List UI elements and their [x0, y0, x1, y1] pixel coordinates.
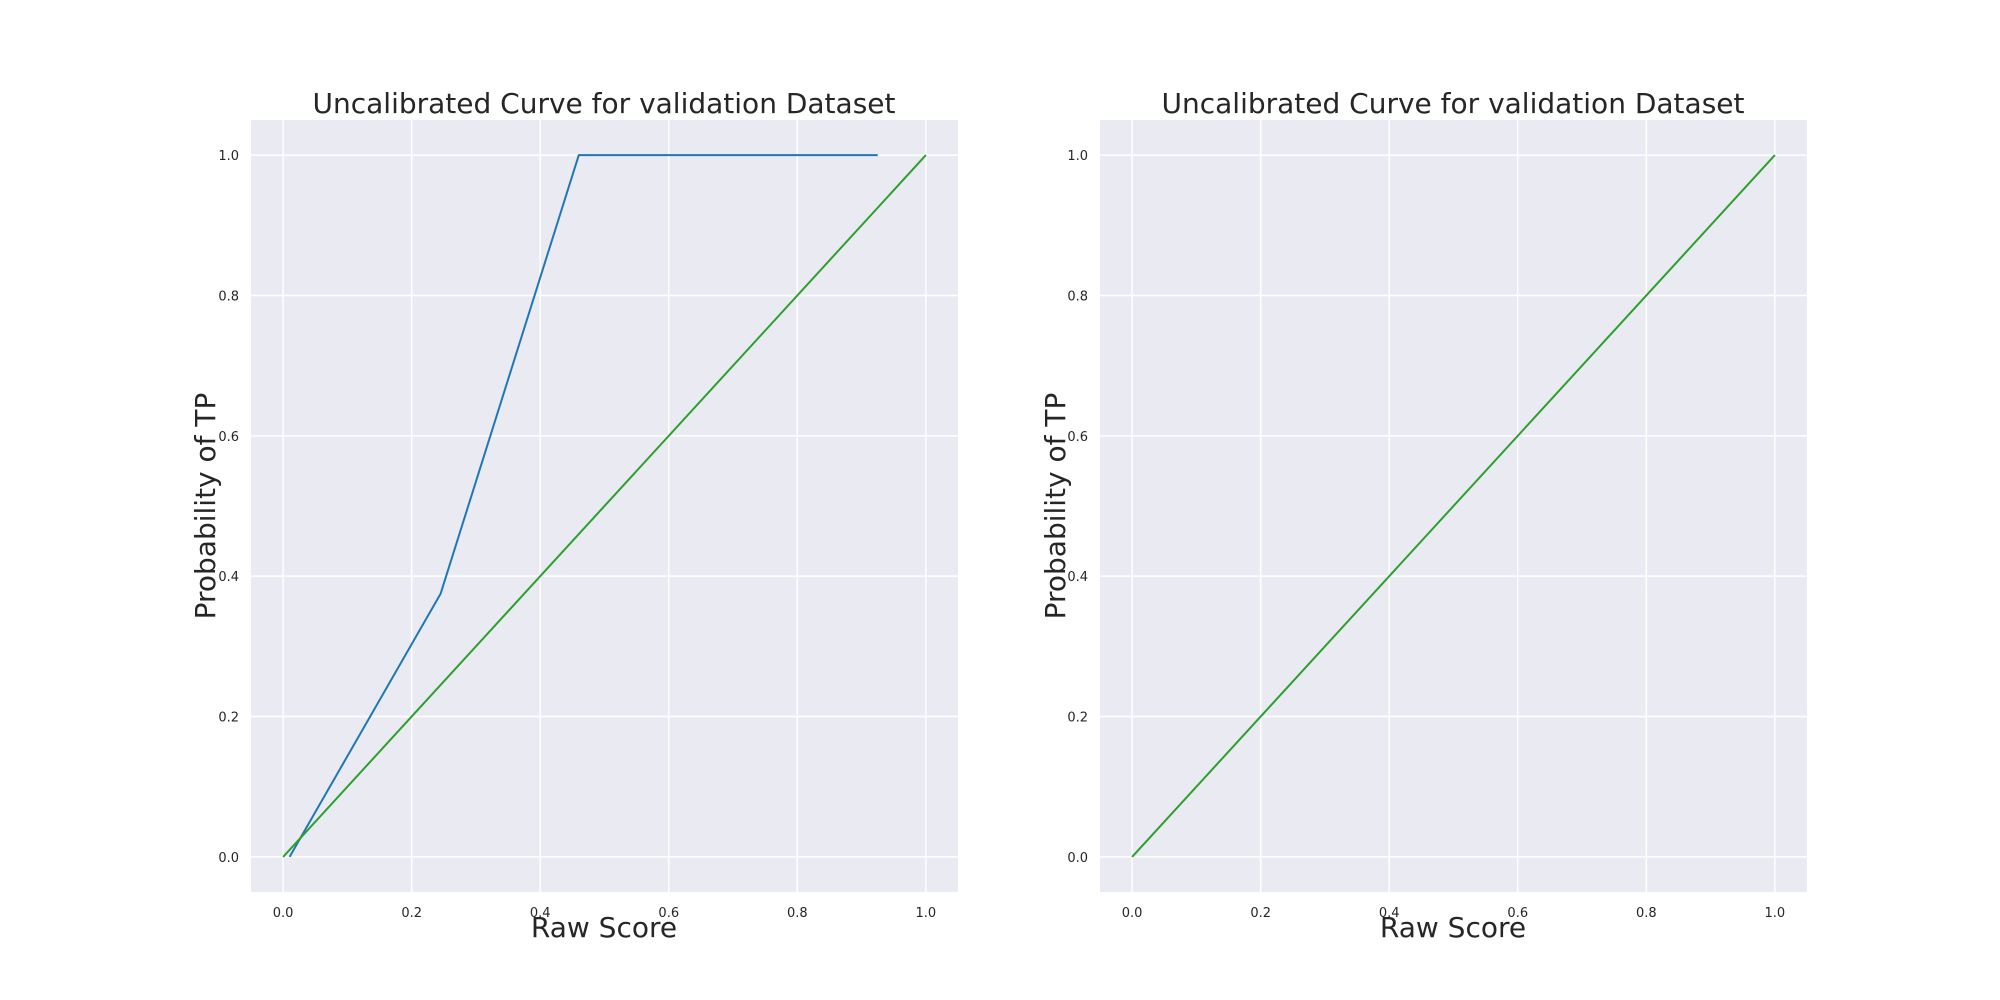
series-layer: [1131, 154, 1776, 858]
y-tick-label: 0.0: [1067, 851, 1088, 866]
y-tick-label: 0.2: [218, 711, 239, 726]
chart-left: 0.0 0.2 0.4 0.6 0.8 1.0 0.0 0.2 0.4 0.6 0.8 1.0 Unc…: [189, 87, 958, 944]
x-tick-label: 0.8: [1636, 906, 1657, 921]
grid: [1100, 120, 1807, 892]
y-tick-label: 0.2: [1067, 711, 1088, 726]
y-axis-label: Probability of TP: [189, 393, 222, 620]
y-tick-label: 0.4: [1067, 570, 1088, 585]
x-tick-label: 1.0: [1765, 906, 1786, 921]
x-tick-label: 0.2: [401, 906, 422, 921]
x-tick-label: 0.0: [1122, 906, 1143, 921]
series-line-0: [1131, 154, 1776, 858]
x-tick-label: 0.6: [1507, 906, 1528, 921]
x-axis-label: Raw Score: [531, 911, 677, 944]
x-tick-label: 1.0: [916, 906, 937, 921]
y-axis-label: Probability of TP: [1039, 393, 1072, 620]
x-tick-label: 0.8: [787, 906, 808, 921]
tick-labels: 0.0 0.2 0.4 0.6 0.8 1.0 0.0 0.2 0.4 0.6 0.8 1.0: [218, 149, 936, 921]
y-tick-label: 1.0: [1067, 149, 1088, 164]
series-line-1: [282, 154, 927, 858]
x-tick-label: 0.4: [530, 906, 551, 921]
series-layer: [282, 154, 927, 858]
x-tick-label: 0.2: [1250, 906, 1271, 921]
x-tick-label: 0.6: [658, 906, 679, 921]
chart-title: Uncalibrated Curve for validation Datase…: [313, 87, 896, 120]
y-tick-label: 0.6: [218, 430, 239, 445]
chart-title: Uncalibrated Curve for validation Datase…: [1162, 87, 1745, 120]
y-tick-label: 1.0: [218, 149, 239, 164]
x-tick-label: 0.0: [273, 906, 294, 921]
x-tick-label: 0.4: [1379, 906, 1400, 921]
y-tick-label: 0.8: [218, 289, 239, 304]
x-axis-label: Raw Score: [1380, 911, 1526, 944]
y-tick-label: 0.4: [218, 570, 239, 585]
y-tick-label: 0.6: [1067, 430, 1088, 445]
chart-right: 0.0 0.2 0.4 0.6 0.8 1.0 0.0 0.2 0.4 0.6 0.8 1.0 Unc…: [1039, 87, 1807, 944]
y-tick-label: 0.0: [218, 851, 239, 866]
y-tick-label: 0.8: [1067, 289, 1088, 304]
tick-labels: 0.0 0.2 0.4 0.6 0.8 1.0 0.0 0.2 0.4 0.6 0.8 1.0: [1067, 149, 1785, 921]
grid: [251, 120, 958, 892]
series-line-0: [288, 154, 878, 858]
